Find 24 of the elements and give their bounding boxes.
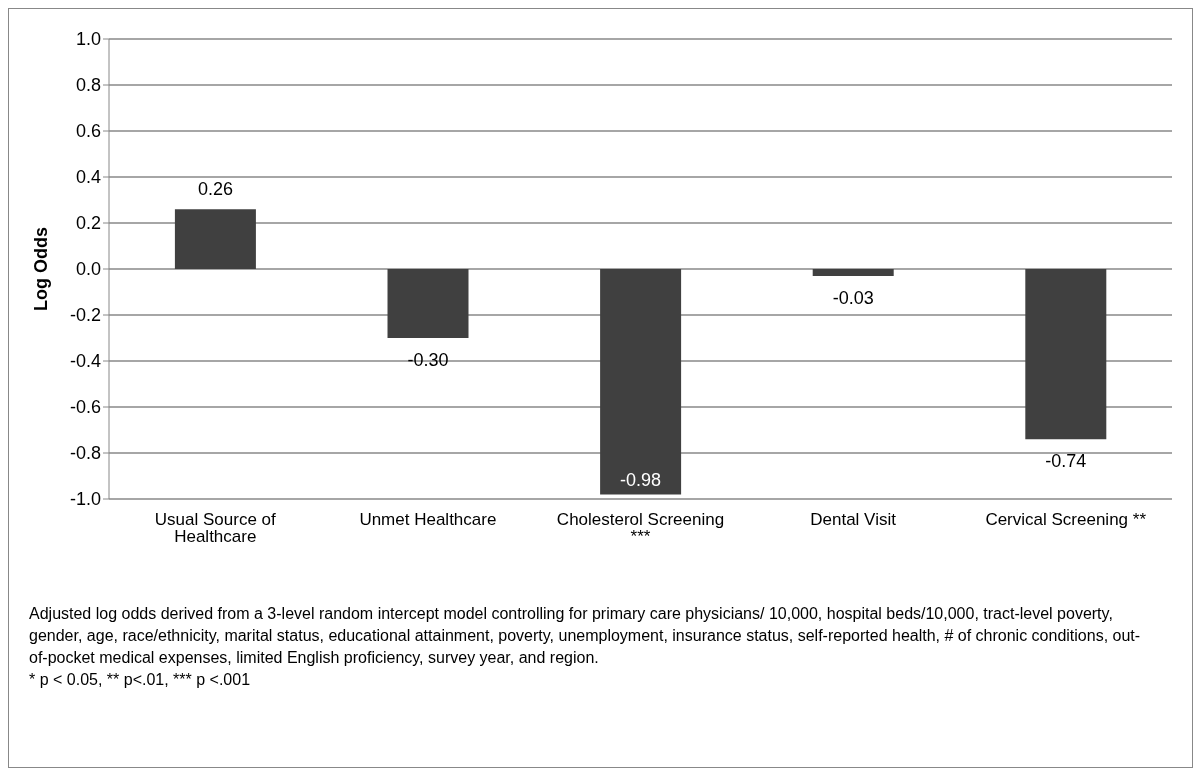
x-tick-label: Cholesterol Screening *** — [556, 510, 725, 547]
x-tick-label: Usual Source of Healthcare — [154, 510, 277, 547]
data-label: -0.74 — [1045, 451, 1087, 472]
y-tick-label: 0.8 — [75, 75, 101, 96]
x-tick-label: Cervical Screening ** — [985, 510, 1147, 530]
data-label: -0.98 — [620, 470, 662, 491]
y-tick-label: -0.8 — [69, 443, 101, 464]
y-tick-label: -0.4 — [69, 351, 101, 372]
y-tick-label: -1.0 — [69, 489, 101, 510]
data-label: -0.30 — [407, 350, 449, 370]
y-tick-label: 0.2 — [75, 213, 101, 234]
y-tick-label: 0.6 — [75, 121, 101, 142]
y-tick-label: 0.4 — [75, 167, 101, 188]
y-tick-label: 0.0 — [75, 259, 101, 280]
y-axis-title: Log Odds — [31, 227, 52, 311]
x-tick-label: Dental Visit — [810, 510, 897, 530]
y-tick-label: -0.2 — [69, 305, 101, 326]
y-tick-label: -0.6 — [69, 397, 101, 418]
x-tick-label: Unmet Healthcare — [359, 510, 497, 530]
text: * p < 0.05, ** p<.01, *** p <.001 — [29, 670, 252, 690]
data-label: 0.26 — [197, 179, 233, 200]
y-tick-label: 1.0 — [75, 29, 101, 50]
data-label: -0.03 — [832, 287, 874, 308]
text: Adjusted log odds derived from a 3-level random intercept model controlling for primary care physicians/ 10,000, hospital beds/10,000, tract-level poverty, gender, age, race/ethnicity, marital status, educational attainment, poverty, unemployment, insurance status, self-reported health, # of chronic conditions, out-of-pocket medical expenses, limited English proficiency, survey year, and region. — [29, 604, 1142, 668]
